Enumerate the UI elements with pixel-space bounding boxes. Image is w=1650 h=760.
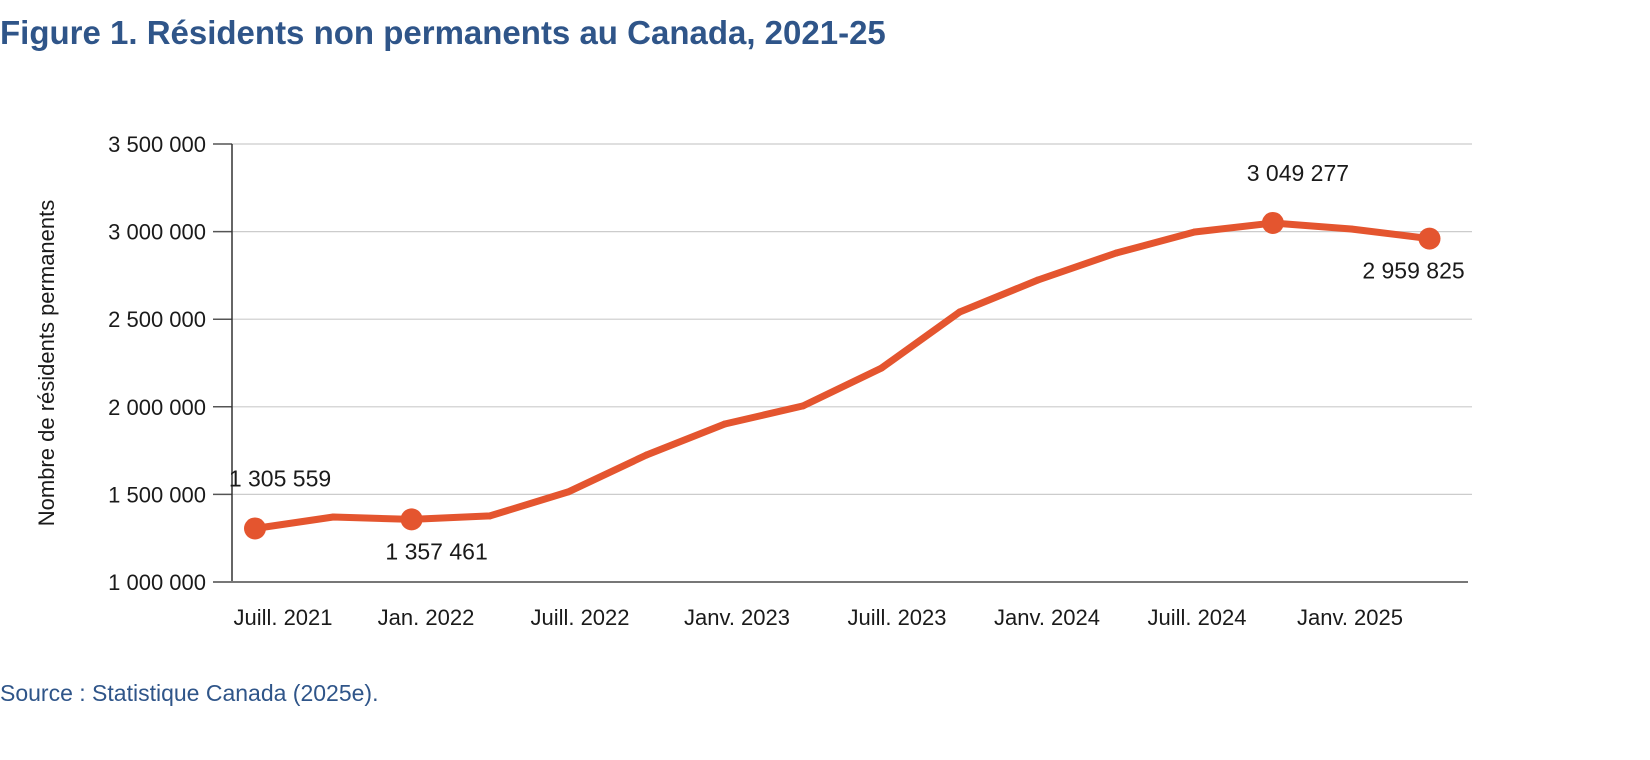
data-label: 2 959 825: [1362, 258, 1464, 284]
data-line: [251, 219, 1433, 532]
data-point-marker: [244, 517, 266, 540]
y-tick-label: 3 000 000: [108, 220, 206, 245]
y-tick-label: 2 000 000: [108, 395, 206, 420]
data-point: [956, 308, 964, 316]
data-point: [1112, 249, 1120, 257]
x-tick-label: Juill. 2024: [1147, 605, 1246, 630]
data-label: 1 305 559: [229, 465, 331, 491]
source-note: Source : Statistique Canada (2025e).: [0, 680, 379, 706]
x-tick-label: Juill. 2021: [233, 605, 332, 630]
data-label: 1 357 461: [385, 538, 487, 564]
x-tick-label: Janv. 2025: [1297, 605, 1403, 630]
data-point-marker: [400, 508, 423, 531]
x-tick-label: Janv. 2024: [994, 605, 1100, 630]
data-labels: 1 305 559 1 357 461 3 049 277 2 959 825: [229, 160, 1465, 564]
data-point: [486, 512, 494, 520]
y-tick-label: 1 000 000: [108, 570, 206, 595]
x-tick-label: Juill. 2022: [530, 605, 629, 630]
data-point: [799, 402, 807, 410]
data-point: [721, 420, 729, 428]
data-point: [1034, 276, 1042, 284]
series-line: [244, 211, 1441, 540]
data-point: [329, 513, 337, 521]
chart-title: Figure 1. Résidents non permanents au Ca…: [0, 14, 886, 51]
x-axis: Juill. 2021 Jan. 2022 Juill. 2022 Janv. 202…: [213, 581, 1468, 630]
data-point: [643, 451, 650, 459]
y-axis: 1 000 000 1 500 000 2 000 000 2 500 000 3 00…: [108, 132, 233, 595]
data-point-marker: [1418, 227, 1441, 250]
y-axis-label: Nombre de résidents permanents: [34, 200, 59, 527]
data-label: 3 049 277: [1247, 160, 1349, 186]
data-point-marker: [1261, 211, 1284, 234]
x-tick-label: Juill. 2023: [847, 605, 946, 630]
y-tick-label: 2 500 000: [108, 307, 206, 332]
x-tick-label: Janv. 2023: [684, 605, 790, 630]
data-point: [1347, 225, 1355, 233]
data-point: [564, 488, 572, 496]
gridlines: [232, 143, 1472, 495]
x-tick-label: Jan. 2022: [378, 605, 475, 630]
y-tick-label: 1 500 000: [108, 482, 206, 507]
data-point: [877, 364, 885, 372]
y-tick-label: 3 500 000: [108, 132, 206, 157]
data-point: [1191, 228, 1199, 236]
